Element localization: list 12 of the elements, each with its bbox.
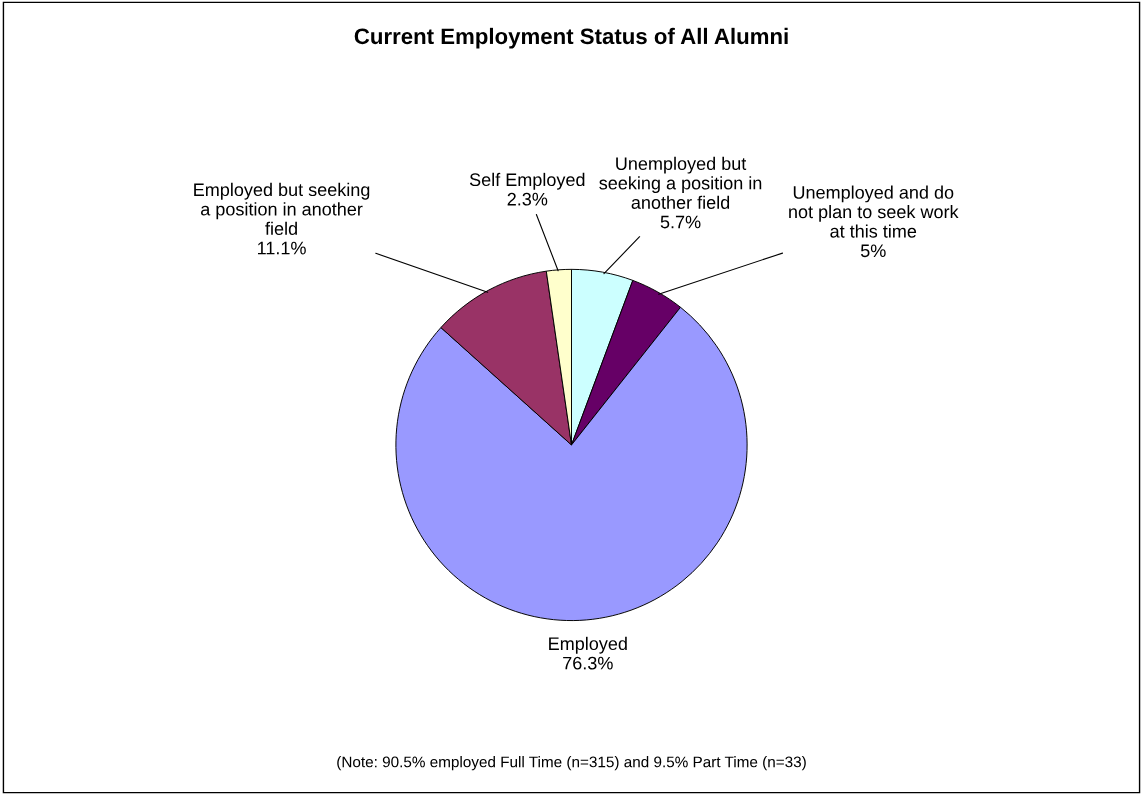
slice-label: Self Employed bbox=[469, 172, 585, 190]
data-label: 11.1% bbox=[257, 241, 306, 255]
slice-label: Unemployed but seeking a position in another field bbox=[599, 156, 762, 209]
slice-label: Employed but seeking a position in another field bbox=[194, 182, 370, 236]
chart-title: Current Employment Status of All Alumni bbox=[354, 27, 788, 49]
slice-label: Unemployed and do not plan to seek work at this time bbox=[789, 185, 959, 238]
data-label: 5% bbox=[860, 244, 886, 258]
data-label: 76.3% bbox=[563, 656, 613, 670]
data-label: 5.7% bbox=[660, 215, 701, 229]
data-label: 2.3% bbox=[507, 192, 548, 206]
slice-label: Employed bbox=[549, 636, 627, 654]
text: (Note: 90.5% employed Full Time (n=315) and 9.5% Part Time (n=33) bbox=[337, 756, 806, 771]
